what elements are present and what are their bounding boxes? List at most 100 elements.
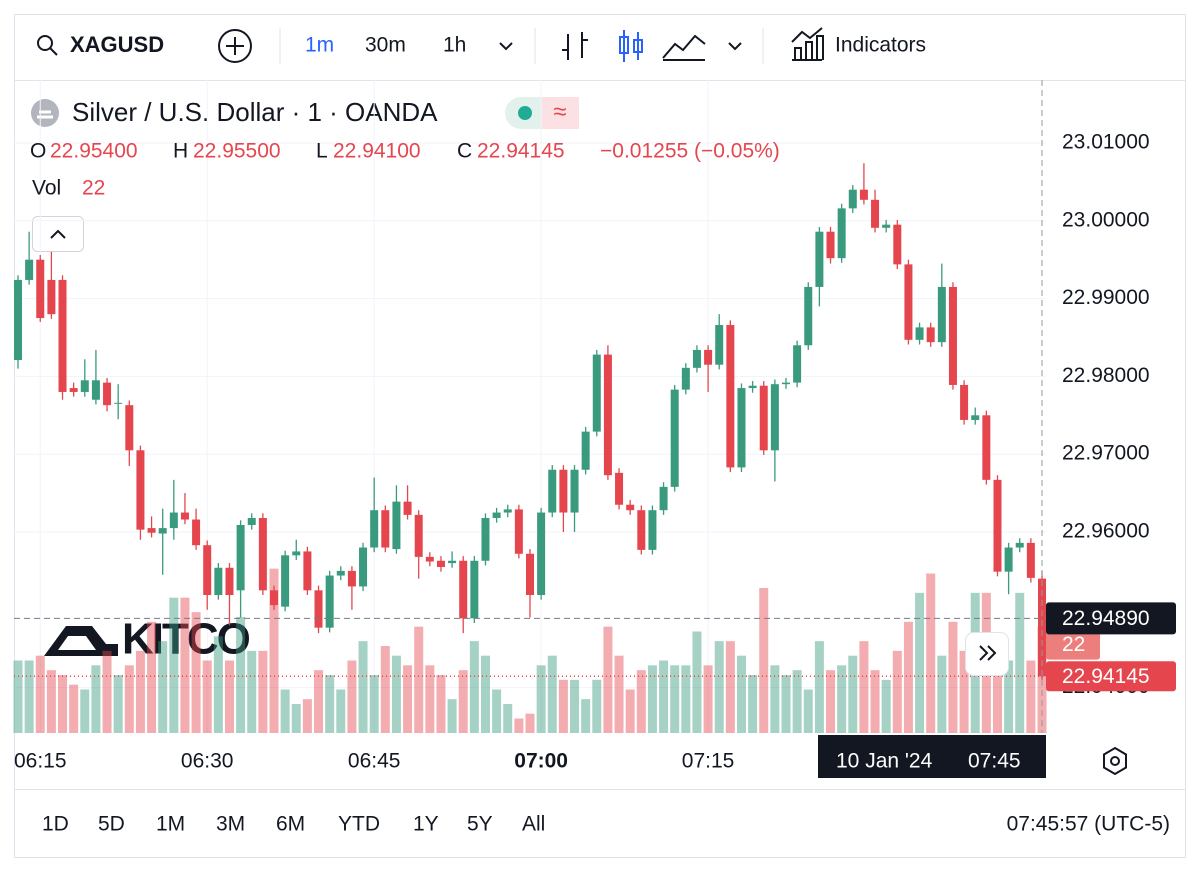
y-tick-label: 22.97000 — [1062, 442, 1150, 465]
volume-bar — [403, 665, 413, 733]
candle-body — [69, 388, 78, 392]
candle-body — [247, 517, 256, 525]
volume-badge: 22 — [1062, 633, 1085, 656]
compare-button[interactable] — [218, 29, 252, 63]
ohlc-value: 22.94100 — [333, 140, 421, 163]
volume-bar — [314, 670, 324, 733]
symbol[interactable]: XAGUSD — [70, 32, 164, 57]
volume-bar — [58, 675, 68, 733]
candle-body — [559, 469, 568, 513]
collapse-arrow — [50, 229, 66, 239]
volume-bar — [581, 699, 591, 733]
volume-bar — [636, 670, 646, 733]
x-tick-label: 06:30 — [181, 750, 234, 773]
volume-bar — [191, 612, 201, 733]
candle-body — [948, 286, 957, 385]
candle-body — [192, 519, 201, 546]
range-button[interactable]: 5Y — [467, 813, 493, 836]
volume-bar — [147, 621, 157, 733]
collapse-button[interactable] — [32, 216, 84, 252]
volume-bar — [703, 665, 713, 733]
candle-body — [704, 349, 713, 365]
volume-bar — [469, 641, 479, 733]
volume-bar — [124, 665, 134, 733]
volume-bar — [414, 626, 424, 733]
x-tick-label: 07:00 — [514, 750, 568, 773]
status-pill-right — [542, 97, 579, 129]
volume-bar — [937, 655, 947, 733]
candle-body — [14, 279, 22, 361]
volume-bar — [725, 641, 735, 733]
volume-bar — [258, 650, 268, 733]
candles — [14, 163, 1046, 680]
search-icon[interactable] — [37, 35, 53, 51]
volume-bar — [692, 631, 702, 733]
candle-body — [292, 551, 301, 556]
candle-body — [236, 524, 245, 591]
candle-body — [960, 384, 969, 420]
volume-bar — [759, 588, 769, 733]
candle-body — [659, 486, 668, 511]
candle-icon-body — [619, 36, 629, 54]
ohlc-value: 22.94145 — [477, 140, 565, 163]
range-button[interactable]: YTD — [338, 813, 380, 836]
candle-body — [882, 224, 891, 228]
x-tick-label: 06:15 — [14, 750, 67, 773]
range-button[interactable]: All — [522, 813, 545, 836]
volume-bar — [503, 704, 513, 733]
candle-body — [804, 286, 813, 346]
range-button[interactable]: 3M — [216, 813, 245, 836]
indicators-button[interactable]: Indicators — [835, 34, 926, 57]
volume-bar — [46, 670, 56, 733]
indicators-icon[interactable] — [791, 27, 824, 61]
symbol-logo-mark — [37, 110, 53, 119]
candle-body — [180, 512, 189, 520]
range-button[interactable]: 1M — [156, 813, 185, 836]
crosshair-price-badge: 22.94890 — [1062, 607, 1150, 630]
volume-bar — [13, 660, 23, 733]
interval[interactable]: 1m — [305, 34, 334, 57]
candle-body — [448, 560, 457, 564]
candle-body — [392, 501, 401, 550]
volume-bar — [681, 665, 691, 733]
range-button[interactable]: 1D — [42, 813, 69, 836]
style-dropdown[interactable] — [728, 42, 742, 51]
candle-body — [414, 514, 423, 557]
candle-body — [681, 367, 690, 390]
candle-body — [169, 512, 178, 529]
volume-bar — [826, 670, 836, 733]
candle-body — [25, 259, 34, 280]
candle-body — [381, 510, 390, 548]
candle-body — [603, 354, 612, 476]
volume-bar — [291, 704, 301, 733]
candle-body — [103, 382, 112, 406]
volume-bar — [814, 641, 824, 733]
area-style-icon[interactable] — [662, 34, 706, 59]
volume-bar — [514, 718, 524, 733]
volume-bar — [113, 675, 123, 733]
interval[interactable]: 30m — [365, 34, 406, 57]
volume-bar — [269, 568, 279, 733]
range-button[interactable]: 1Y — [413, 813, 439, 836]
volume-bar — [391, 655, 401, 733]
candle-body — [759, 385, 768, 451]
volume-bar — [892, 650, 902, 733]
range-button[interactable]: 5D — [98, 813, 125, 836]
ohlc-value: 22.95400 — [50, 140, 138, 163]
interval-dropdown[interactable] — [499, 42, 513, 51]
candles-style-icon[interactable] — [623, 30, 639, 62]
volume-bar — [625, 689, 635, 733]
candle-body — [281, 555, 290, 607]
candle-body — [526, 553, 534, 595]
volume-bar — [748, 675, 758, 733]
bars-style-icon[interactable] — [562, 32, 588, 60]
candle-body — [692, 349, 701, 368]
volume-bar — [325, 675, 335, 733]
candle-body — [359, 547, 368, 587]
settings-icon[interactable] — [1103, 746, 1127, 776]
interval[interactable]: 1h — [443, 34, 466, 57]
candle-body — [548, 469, 557, 513]
range-button[interactable]: 6M — [276, 813, 305, 836]
candle-body — [91, 380, 100, 400]
candle-body — [147, 528, 156, 533]
